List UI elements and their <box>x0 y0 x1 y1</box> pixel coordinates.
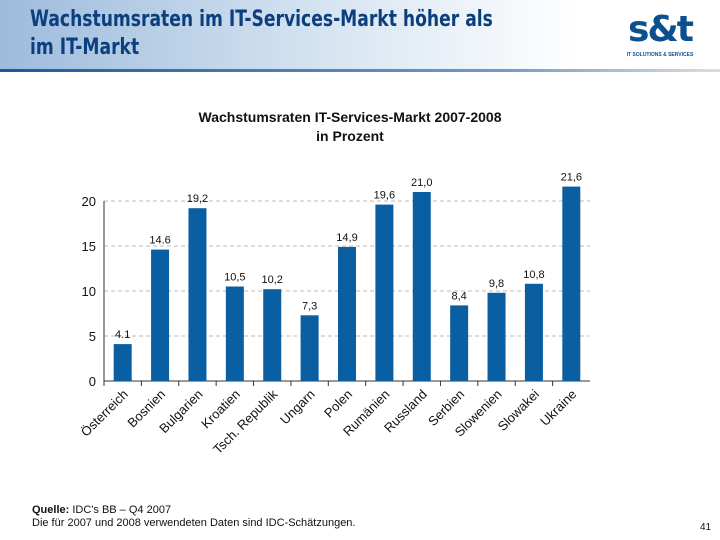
bar <box>225 286 244 381</box>
company-logo: s&t IT SOLUTIONS & SERVICES <box>610 8 710 66</box>
data-label: 14.6 <box>149 235 170 247</box>
bar <box>263 289 282 381</box>
bar <box>338 246 356 381</box>
bar <box>412 192 431 381</box>
bar <box>151 249 170 381</box>
x-tick-label: Österreich <box>78 387 131 440</box>
y-tick-label: 10 <box>82 284 96 299</box>
data-label: 7,3 <box>302 300 317 312</box>
x-tick-label: Ukraine <box>537 387 579 429</box>
x-tick-label: Tsch. Republik <box>210 386 281 457</box>
y-tick-label: 0 <box>89 374 96 389</box>
bar <box>113 344 132 381</box>
y-tick-label: 15 <box>82 239 96 254</box>
data-note: Die für 2007 und 2008 verwendeten Daten … <box>32 517 356 529</box>
header-band <box>0 0 720 70</box>
header-divider <box>0 69 720 72</box>
bar <box>562 186 581 381</box>
data-label: 10,5 <box>224 272 245 284</box>
source-text: IDC's BB – Q4 2007 <box>69 504 172 516</box>
x-tick-label: Slowakei <box>495 386 542 433</box>
chart-title: Wachstumsraten IT-Services-Markt 2007-20… <box>198 109 502 144</box>
page-number: 41 <box>700 522 712 533</box>
data-label: 21,6 <box>561 172 582 184</box>
data-label: 19,6 <box>374 190 395 202</box>
data-label: 8,4 <box>452 290 467 302</box>
bar <box>188 208 207 381</box>
data-label: 10,2 <box>262 274 283 286</box>
data-label: 14,9 <box>336 232 357 244</box>
footer-notes: Quelle: IDC's BB – Q4 2007 Die für 2007 … <box>32 504 356 530</box>
bar <box>300 315 319 381</box>
data-label: 4.1 <box>115 329 130 341</box>
y-tick-label: 5 <box>89 329 96 344</box>
data-label: 21,0 <box>411 177 432 189</box>
x-tick-label: Ungarn <box>277 387 318 428</box>
bar <box>524 283 543 381</box>
data-label: 10,8 <box>523 269 544 281</box>
y-tick-label: 20 <box>82 194 96 209</box>
slide-title: Wachstumsraten im IT-Services-Markt höhe… <box>30 7 493 60</box>
bar <box>375 204 394 381</box>
bar <box>450 305 469 381</box>
bar <box>487 292 506 381</box>
data-label: 9,8 <box>489 278 504 290</box>
source-label: Quelle: <box>32 504 70 516</box>
data-label: 19,2 <box>187 193 208 205</box>
x-tick-label: Polen <box>321 387 355 421</box>
